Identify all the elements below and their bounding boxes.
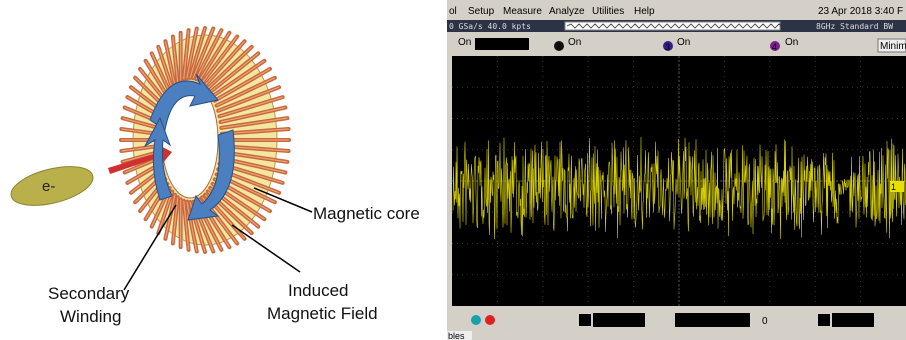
menu-item[interactable]: Setup <box>468 6 495 17</box>
trigger-icon-label: T <box>821 316 827 327</box>
channel-number: 3 <box>665 42 670 52</box>
bandwidth: 8GHz Standard BW <box>816 22 893 31</box>
figure: e- Magnetic core Secondary Winding Induc… <box>0 0 906 340</box>
core-label: Magnetic core <box>313 204 420 223</box>
menu-item[interactable]: Utilities <box>592 6 624 17</box>
channel-number: 2 <box>556 42 561 52</box>
run-button[interactable] <box>471 315 481 325</box>
pointer <box>124 205 176 290</box>
toroid-diagram: e- Magnetic core Secondary Winding Induc… <box>7 28 420 326</box>
datetime: 23 Apr 2018 3:40 F <box>818 6 903 17</box>
tab-label: bles <box>448 331 465 340</box>
menu-item[interactable]: Help <box>634 6 655 17</box>
channel-number: 4 <box>772 42 777 52</box>
menu-item[interactable]: Analyze <box>549 6 585 17</box>
minimize-label: Minim <box>880 41 906 52</box>
trigger-level: 1.000 V <box>834 315 865 325</box>
acquisition: 0 GSa/s 40.0 kpts <box>449 22 531 31</box>
delay: 0.0 s <box>678 315 698 325</box>
secondary-label: Secondary <box>48 284 130 303</box>
menu-item[interactable]: ol <box>449 6 457 17</box>
horizontal-scale: 100 ns/ <box>595 315 625 325</box>
coil <box>121 28 289 252</box>
channel-state[interactable]: On <box>568 37 581 48</box>
secondary-label: Winding <box>60 307 121 326</box>
channel-state[interactable]: On <box>458 37 471 48</box>
channel-state[interactable]: On <box>677 37 690 48</box>
horizontal-icon-label: H <box>581 316 588 327</box>
channel-state[interactable]: On <box>785 37 798 48</box>
stop-button[interactable] <box>485 315 495 325</box>
channel-scale: 50.0 mV/ <box>477 39 514 49</box>
field-label: Magnetic Field <box>267 304 378 323</box>
step: 0 <box>762 316 768 327</box>
pointer <box>232 225 300 272</box>
oscilloscope: ol Setup Measure Analyze Utilities Help … <box>447 0 906 340</box>
ground-marker-label: 1 <box>891 182 896 192</box>
electron-label: e- <box>42 178 55 195</box>
menu-item[interactable]: Measure <box>503 6 542 17</box>
field-label: Induced <box>288 281 349 300</box>
